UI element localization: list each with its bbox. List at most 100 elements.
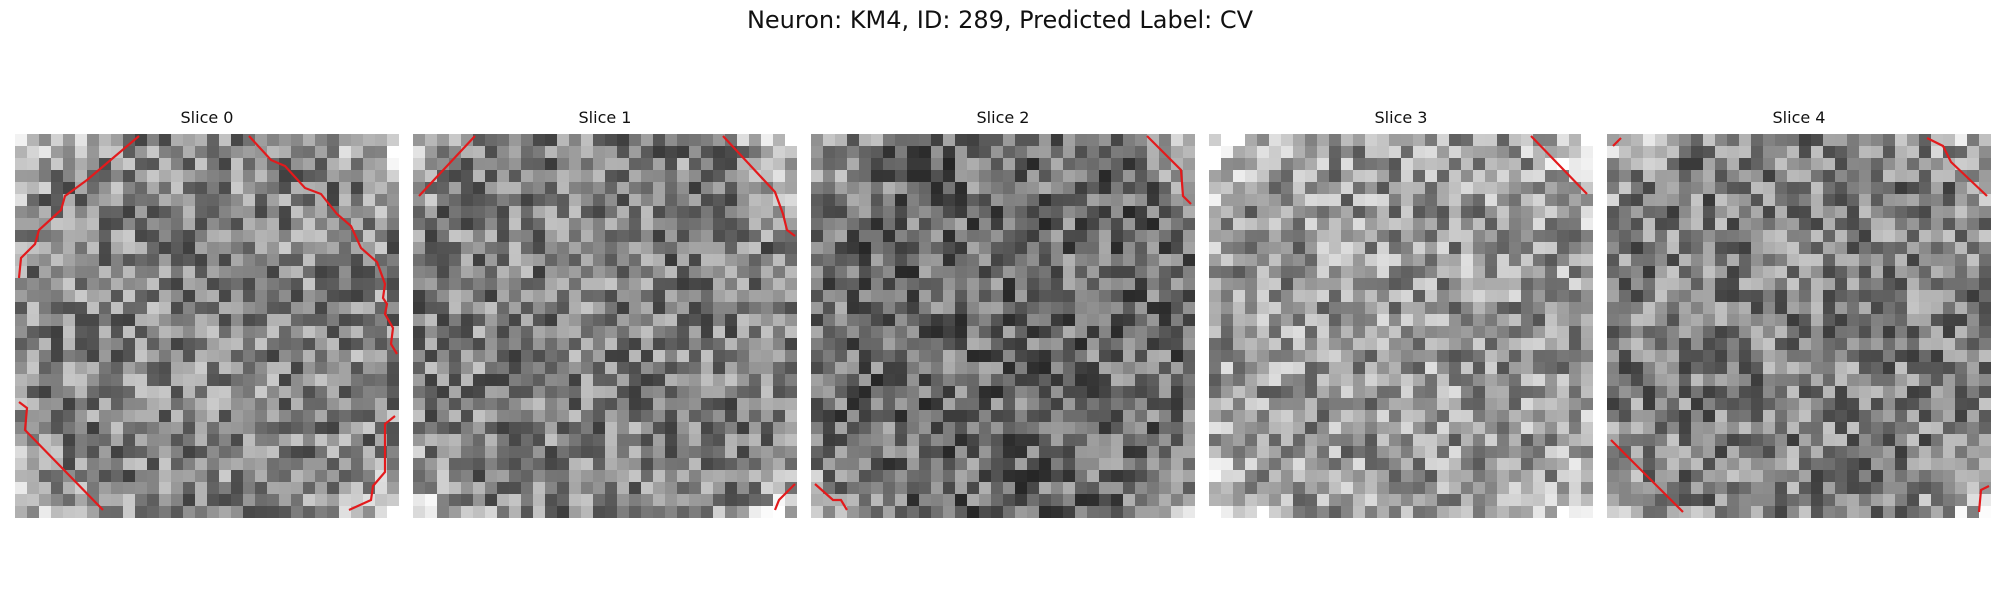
pixel-cell (1691, 182, 1704, 195)
pixel-cell (1257, 386, 1270, 399)
pixel-cell (1305, 350, 1318, 363)
pixel-cell (1607, 278, 1620, 291)
pixel-cell (1269, 482, 1282, 495)
pixel-cell (147, 266, 160, 279)
pixel-cell (1461, 362, 1474, 375)
pixel-cell (87, 398, 100, 411)
pixel-cell (1293, 470, 1306, 483)
pixel-cell (327, 494, 340, 507)
pixel-cell (1703, 158, 1716, 171)
pixel-cell (1449, 350, 1462, 363)
pixel-cell (835, 374, 848, 387)
pixel-cell (689, 266, 702, 279)
pixel-cell (1931, 230, 1944, 243)
pixel-cell (1461, 470, 1474, 483)
pixel-cell (1039, 182, 1052, 195)
pixel-cell (387, 146, 399, 159)
pixel-cell (967, 446, 980, 459)
pixel-cell (823, 134, 836, 147)
pixel-cell (859, 434, 872, 447)
pixel-cell (87, 434, 100, 447)
pixel-cell (315, 374, 328, 387)
pixel-cell (473, 434, 486, 447)
pixel-cell (1329, 290, 1342, 303)
pixel-cell (135, 422, 148, 435)
pixel-cell (943, 194, 956, 207)
pixel-cell (1811, 410, 1824, 423)
pixel-cell (315, 170, 328, 183)
pixel-cell (1847, 338, 1860, 351)
pixel-cell (461, 206, 474, 219)
pixel-cell (1171, 398, 1184, 411)
pixel-cell (605, 230, 618, 243)
pixel-cell (967, 254, 980, 267)
pixel-cell (1919, 134, 1932, 147)
pixel-cell (773, 230, 786, 243)
pixel-cell (1135, 482, 1148, 495)
pixel-cell (1075, 170, 1088, 183)
pixel-cell (1269, 446, 1282, 459)
pixel-cell (1075, 470, 1088, 483)
pixel-cell (243, 290, 256, 303)
pixel-cell (665, 314, 678, 327)
pixel-cell (255, 206, 268, 219)
pixel-cell (1099, 386, 1112, 399)
pixel-cell (231, 350, 244, 363)
pixel-cell (1727, 362, 1740, 375)
pixel-cell (1847, 206, 1860, 219)
pixel-cell (1907, 290, 1920, 303)
pixel-cell (315, 434, 328, 447)
pixel-cell (1159, 374, 1172, 387)
pixel-cell (545, 362, 558, 375)
pixel-cell (1533, 434, 1546, 447)
pixel-cell (1835, 206, 1848, 219)
pixel-cell (677, 182, 690, 195)
pixel-cell (1171, 326, 1184, 339)
pixel-cell (99, 446, 112, 459)
pixel-cell (521, 434, 534, 447)
pixel-cell (1823, 314, 1836, 327)
pixel-cell (15, 506, 28, 518)
pixel-cell (967, 470, 980, 483)
pixel-cell (1425, 338, 1438, 351)
pixel-cell (473, 458, 486, 471)
pixel-cell (1183, 374, 1195, 387)
pixel-cell (1087, 230, 1100, 243)
pixel-cell (1293, 290, 1306, 303)
pixel-cell (363, 458, 376, 471)
pixel-cell (1643, 206, 1656, 219)
pixel-cell (1015, 422, 1028, 435)
pixel-cell (605, 254, 618, 267)
pixel-cell (1533, 494, 1546, 507)
pixel-cell (1377, 386, 1390, 399)
pixel-cell (1667, 290, 1680, 303)
pixel-cell (1569, 362, 1582, 375)
pixel-cell (231, 218, 244, 231)
pixel-cell (303, 302, 316, 315)
pixel-cell (943, 386, 956, 399)
pixel-cell (883, 374, 896, 387)
pixel-cell (1919, 326, 1932, 339)
pixel-cell (1943, 362, 1956, 375)
pixel-cell (545, 398, 558, 411)
pixel-cell (231, 374, 244, 387)
pixel-cell (375, 170, 388, 183)
pixel-cell (835, 458, 848, 471)
pixel-cell (725, 254, 738, 267)
pixel-cell (1679, 326, 1692, 339)
pixel-cell (653, 278, 666, 291)
pixel-cell (339, 458, 352, 471)
pixel-cell (979, 470, 992, 483)
pixel-cell (1147, 170, 1160, 183)
pixel-cell (533, 194, 546, 207)
pixel-cell (363, 170, 376, 183)
pixel-cell (1607, 206, 1620, 219)
pixel-cell (1135, 266, 1148, 279)
pixel-cell (207, 254, 220, 267)
pixel-cell (931, 314, 944, 327)
pixel-cell (605, 314, 618, 327)
pixel-cell (1619, 134, 1632, 147)
pixel-cell (991, 386, 1004, 399)
pixel-cell (375, 158, 388, 171)
pixel-cell (39, 494, 52, 507)
